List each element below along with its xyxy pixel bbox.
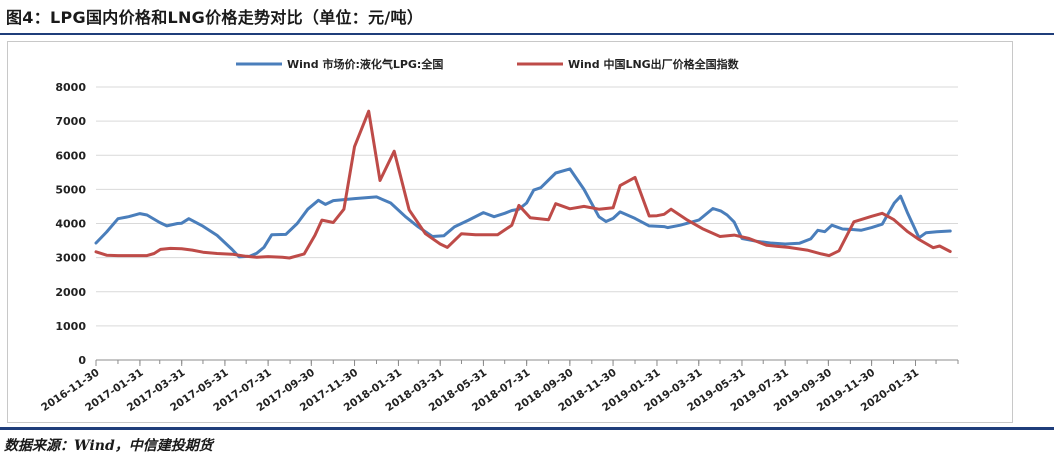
y-tick-label: 6000: [55, 149, 86, 162]
legend-lng-label: Wind 中国LNG出厂价格全国指数: [568, 57, 740, 71]
series-layer: [94, 109, 952, 260]
y-tick-label: 0: [78, 354, 86, 367]
bottom-rule: [0, 427, 1054, 430]
y-tick-label: 4000: [55, 218, 86, 231]
series-line-lpg: [94, 167, 952, 259]
y-tick-label: 5000: [55, 183, 86, 196]
y-tick-label: 3000: [55, 252, 86, 265]
series-line-lng: [94, 109, 952, 260]
chart-frame: 0 1000 2000 3000 4000 5000 6000 7000 8000 2016-11…: [7, 41, 1013, 423]
y-tick-label: 2000: [55, 286, 86, 299]
source-note: 数据来源：Wind，中信建投期货: [4, 438, 213, 454]
y-tick-label: 1000: [55, 320, 86, 333]
top-rule: [0, 33, 1054, 35]
figure-title: 图4：LPG国内价格和LNG价格走势对比（单位：元/吨）: [6, 8, 424, 27]
legend-lpg-label: Wind 市场价:液化气LPG:全国: [287, 57, 443, 71]
y-tick-label: 8000: [55, 81, 86, 94]
price-line-chart: 0100020003000400050006000700080002016-11…: [39, 57, 959, 414]
legend: Wind 市场价:液化气LPG:全国 Wind 中国LNG出厂价格全国指数: [236, 57, 740, 71]
y-tick-label: 7000: [55, 115, 86, 128]
grid-layer: [96, 86, 958, 327]
